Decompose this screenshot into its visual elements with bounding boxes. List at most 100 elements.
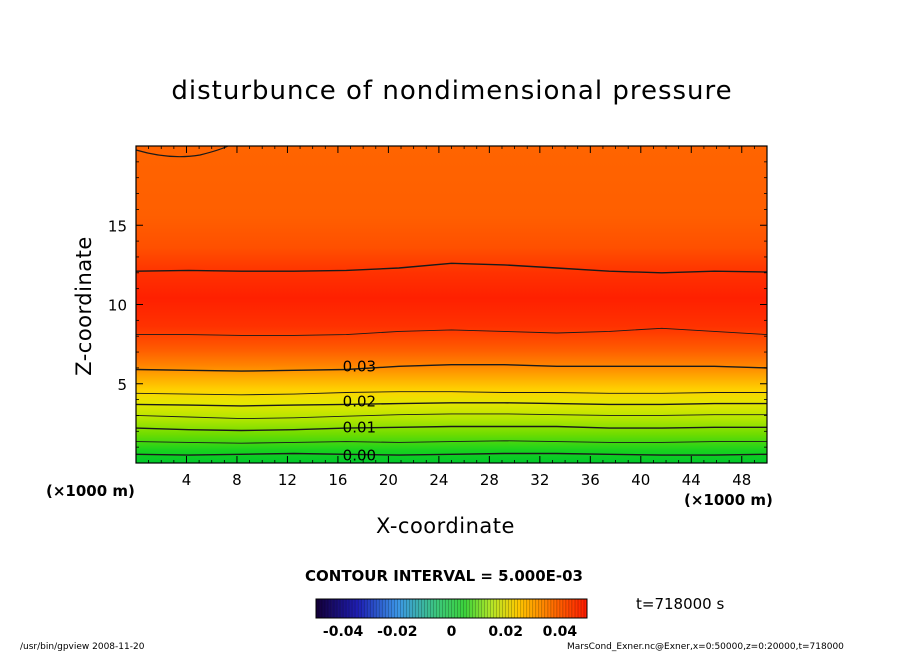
colorbar-cell [346,599,350,618]
colorbar-cell [424,599,428,618]
contour-labels: 0.03 0.02 0.01 0.00 [343,358,376,465]
colorbar-cell [538,599,543,618]
contour-line [136,327,768,336]
colorbar-cell [508,599,513,618]
x-axis-label: X-coordinate [376,514,515,538]
colorbar-cell [364,599,368,618]
colorbar-cell [427,599,431,618]
colorbar-tick-label: -0.04 [323,624,364,640]
colorbar-cell [571,599,576,618]
colorbar-cell [484,599,488,618]
chart-title: disturbunce of nondimensional pressure [171,76,733,106]
x-tick-label: 20 [379,471,398,489]
contour-line [135,413,767,420]
colorbar-cell [499,599,504,618]
colorbar-cell [406,599,410,618]
x-tick-label: 32 [530,471,549,489]
colorbar-cell [535,599,540,618]
colorbar-cell [487,599,491,618]
colorbar-cell [373,599,377,618]
colorbar-tick-label: 0 [447,624,457,640]
footer-file-info: MarsCond_Exner.nc@Exner,x=0:50000,z=0:20… [567,642,844,652]
contour-interval: CONTOUR INTERVAL = 5.000E-03 [305,567,583,585]
colorbar-cell [409,599,413,618]
colorbar-cell [355,599,359,618]
colorbar-cell [400,599,404,618]
colorbar-cell [544,599,549,618]
colorbar-cell [421,599,425,618]
colorbar-cell [376,599,380,618]
x-tick-label: 8 [232,471,242,489]
colorbar-cell [541,599,546,618]
contour-line-corner [135,145,229,158]
contour-line [135,391,767,396]
colorbar-cell [361,599,365,618]
colorbar-cell [379,599,383,618]
axis-ticks [136,146,767,463]
y-axis-unit: (×1000 m) [46,482,135,500]
contour-line [135,440,767,444]
contour-line [135,262,768,274]
colorbar-cell [553,599,558,618]
contour-label: 0.02 [343,392,376,410]
colorbar-cell [436,599,440,618]
colorbar-cell [457,599,461,618]
colorbar-cell [514,599,519,618]
footer-program-date: /usr/bin/gpview 2008-11-20 [20,642,145,652]
colorbar-cell [349,599,353,618]
contour-label: 0.01 [343,419,376,437]
colorbar-cell [502,599,507,618]
colorbar-cell [559,599,564,618]
contour-line [135,364,768,372]
colorbar-cell [319,599,323,618]
colorbar-cell [454,599,458,618]
colorbar-cell [565,599,570,618]
colorbar-cell [439,599,443,618]
colorbar-cell [316,599,320,618]
x-tick-label: 40 [631,471,650,489]
colorbar-cell [581,599,585,618]
colorbar-tick-label: -0.02 [377,624,417,640]
colorbar-cell [532,599,537,618]
colorbar-cell [322,599,326,618]
colorbar-cell [325,599,329,618]
colorbar-cell [337,599,341,618]
colorbar-cell [343,599,347,618]
y-axis-label: Z-coordinate [72,236,96,376]
colorbar-cell [340,599,344,618]
colorbar-cell [460,599,464,618]
x-tick-label: 44 [682,471,701,489]
colorbar-cell [418,599,422,618]
contour-line [135,452,768,456]
plot-field [136,146,767,463]
x-tick-label: 24 [429,471,448,489]
x-tick-label: 4 [182,471,192,489]
colorbar-cell [358,599,362,618]
colorbar-cell [466,599,470,618]
colorbar-cell [529,599,534,618]
colorbar-cell [463,599,467,618]
colorbar-cell [370,599,374,618]
y-tick-label: 15 [108,217,127,235]
colorbar-cell [472,599,476,618]
colorbar-cell [451,599,455,618]
colorbar-cell [415,599,419,618]
colorbar-cell [433,599,437,618]
colorbar-cell [367,599,371,618]
colorbar-cell [550,599,555,618]
colorbar-cell [430,599,434,618]
colorbar-cell [481,599,485,618]
colorbar-cell [334,599,338,618]
colorbar-cell [523,599,528,618]
contour-label: 0.00 [343,446,376,464]
colorbar-cell [547,599,552,618]
colorbar-cell [475,599,479,618]
colorbar-tick-label: 0.04 [543,624,578,640]
colorbar-cell [331,599,335,618]
colorbar-cell [385,599,389,618]
x-axis-unit: (×1000 m) [684,491,773,509]
colorbar-cell [511,599,516,618]
colorbar-cell [352,599,356,618]
